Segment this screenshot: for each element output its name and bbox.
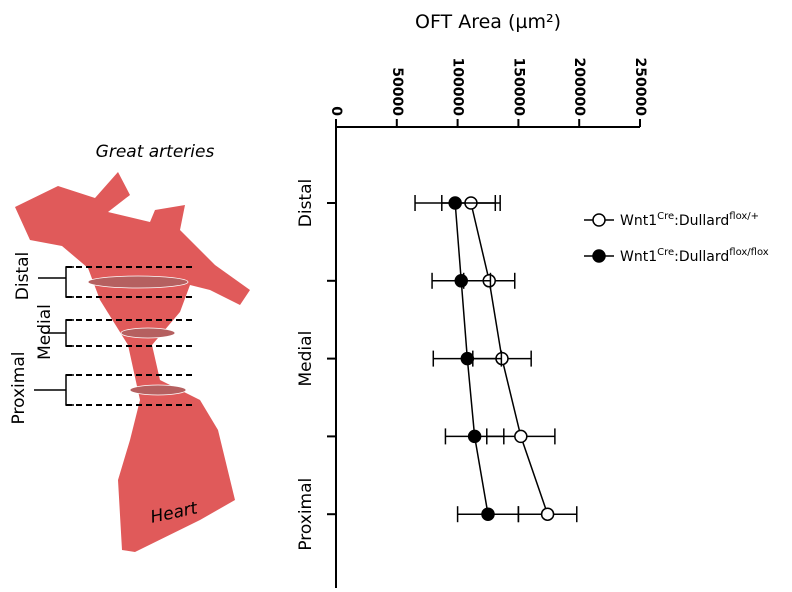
y-tick-label: Distal — [296, 179, 316, 227]
legend-label-part: Cre — [657, 247, 674, 258]
legend-label-part: :Dullard — [674, 213, 729, 229]
legend-label: Wnt1Cre:Dullardflox/flox — [620, 247, 769, 265]
dashes — [66, 266, 196, 406]
legend-label-part: :Dullard — [674, 249, 729, 265]
legend-label-part: Cre — [657, 211, 674, 222]
top-label: Great arteries — [96, 142, 215, 162]
marker — [514, 429, 528, 444]
y-tick-label: Proximal — [296, 478, 316, 551]
x-axis-title: OFT Area (µm²) — [415, 11, 561, 33]
region-label: Medial — [35, 304, 55, 360]
legend-label: Wnt1Cre:Dullardflox/+ — [620, 211, 759, 229]
x-tick-label: 50000 — [389, 67, 405, 116]
marker — [460, 351, 475, 366]
diagram: Great arteries Heart Distal Medial Proxi… — [9, 142, 250, 552]
brackets — [34, 266, 74, 406]
x-tick-label: 250000 — [632, 58, 648, 117]
marker — [481, 507, 495, 521]
legend-label-part: Wnt1 — [620, 213, 657, 229]
marker — [454, 274, 468, 288]
x-tick-label: 150000 — [510, 58, 526, 117]
region-label: Distal — [13, 252, 33, 300]
legend-label-part: flox/flox — [729, 247, 769, 258]
x-tick-label: 200000 — [571, 58, 587, 117]
y-tick-label: Medial — [296, 331, 316, 387]
section — [87, 275, 189, 289]
legend-label-part: Wnt1 — [620, 249, 657, 265]
legend-marker — [592, 213, 606, 227]
marker — [467, 429, 482, 444]
marker — [540, 507, 555, 521]
x-tick-label: 0 — [328, 106, 344, 116]
section — [120, 327, 176, 339]
oft-shape — [15, 172, 250, 552]
marker — [448, 196, 462, 210]
x-tick-label: 100000 — [450, 58, 466, 117]
region-label: Proximal — [9, 352, 29, 425]
section — [129, 384, 187, 396]
legend-label-part: flox/+ — [729, 211, 759, 222]
legend-marker — [592, 249, 606, 263]
